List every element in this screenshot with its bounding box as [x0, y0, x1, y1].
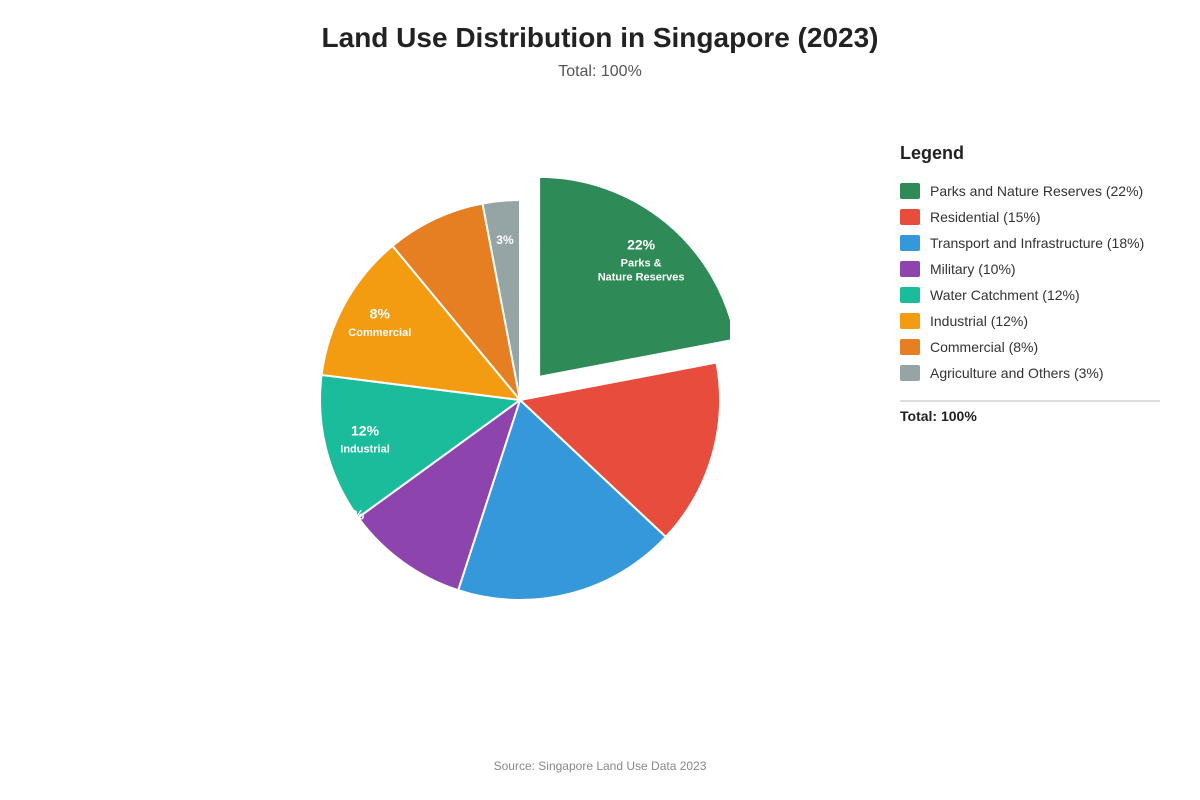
- legend-label: Military (10%): [930, 261, 1016, 277]
- data-label-pct: 8%: [370, 306, 391, 322]
- data-label-clipped: %: [352, 507, 365, 523]
- pie-slice-transport-and-infrastructure: [456, 398, 668, 601]
- pie-slice-military: [356, 397, 522, 592]
- legend-swatch: [900, 209, 920, 225]
- legend-item-military: Military (10%): [900, 256, 1160, 282]
- legend-swatch: [900, 235, 920, 251]
- legend-label: Parks and Nature Reserves (22%): [930, 183, 1144, 199]
- legend-label: Commercial (8%): [930, 339, 1039, 355]
- data-label-pct: 3%: [496, 233, 514, 247]
- legend-label: Industrial (12%): [930, 313, 1029, 329]
- legend: Legend Parks and Nature Reserves (22%) R…: [900, 143, 1160, 424]
- legend-swatch: [900, 261, 920, 277]
- chart-subtitle: Total: 100%: [558, 63, 642, 80]
- legend-swatch: [900, 339, 920, 355]
- pie-slice-parks-nature-reserves: [538, 175, 730, 379]
- pie-slice-water-catchment: [320, 373, 523, 519]
- legend-item-transport: Transport and Infrastructure (18%): [900, 230, 1160, 256]
- data-label-name: Nature Reserves: [598, 272, 685, 284]
- legend-swatch: [900, 183, 920, 199]
- legend-label: Transport and Infrastructure (18%): [930, 235, 1145, 251]
- legend-swatch: [900, 365, 920, 381]
- pie-slice-industrial: [320, 244, 523, 402]
- legend-item-water: Water Catchment (12%): [900, 282, 1160, 308]
- data-label-name: Parks &: [621, 258, 662, 270]
- data-label-pct: 22%: [627, 236, 656, 252]
- data-label-pct: 12%: [351, 422, 380, 438]
- legend-divider: [900, 400, 1160, 402]
- data-label-name: Commercial: [348, 327, 411, 339]
- legend-swatch: [900, 287, 920, 303]
- chart-source: Source: Singapore Land Use Data 2023: [493, 759, 707, 773]
- pie-slice-residential: [517, 361, 721, 539]
- pie-slice-commercial: [391, 202, 521, 401]
- legend-item-agriculture: Agriculture and Others (3%): [900, 360, 1160, 386]
- legend-item-industrial: Industrial (12%): [900, 308, 1160, 334]
- pie-slice-agriculture-and-others: [481, 198, 521, 401]
- legend-label: Agriculture and Others (3%): [930, 365, 1104, 381]
- legend-item-commercial: Commercial (8%): [900, 334, 1160, 360]
- data-label-name: Industrial: [340, 444, 390, 456]
- legend-item-residential: Residential (15%): [900, 204, 1160, 230]
- legend-total: Total: 100%: [900, 408, 977, 424]
- legend-label: Residential (15%): [930, 209, 1041, 225]
- legend-title: Legend: [900, 143, 965, 163]
- chart-title: Land Use Distribution in Singapore (2023…: [321, 22, 879, 53]
- legend-swatch: [900, 313, 920, 329]
- legend-label: Water Catchment (12%): [930, 287, 1080, 303]
- legend-item-parks: Parks and Nature Reserves (22%): [900, 178, 1160, 204]
